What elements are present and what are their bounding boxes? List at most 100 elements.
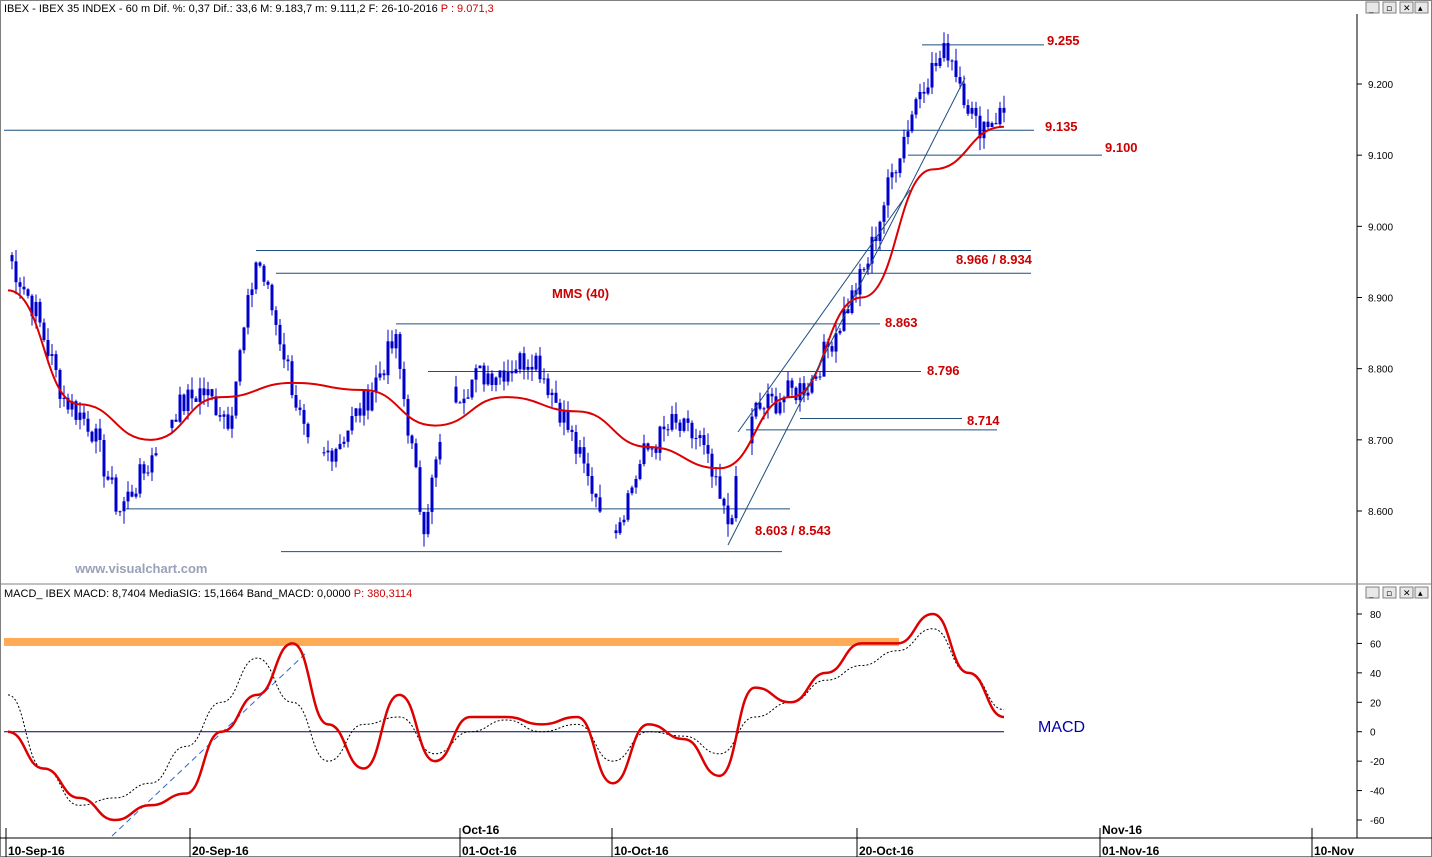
price-bar-body bbox=[282, 344, 286, 360]
price-bar-body bbox=[466, 397, 470, 399]
price-bar-body bbox=[922, 91, 926, 94]
price-bar-body bbox=[502, 370, 506, 382]
price-bar-body bbox=[926, 87, 930, 94]
price-bar-body bbox=[970, 107, 974, 114]
close-button-macd[interactable] bbox=[1399, 586, 1414, 599]
minimize-button-main[interactable] bbox=[1365, 1, 1380, 14]
price-bar-body bbox=[170, 419, 174, 428]
support-resistance-lines: 9.255 9.135 9.100 8.966 / 8.934 8.863 8.796 8.… bbox=[4, 33, 1138, 553]
uptrend-line bbox=[727, 77, 966, 546]
scroll-up-button-macd[interactable] bbox=[1414, 586, 1429, 599]
price-bar-body bbox=[230, 415, 234, 429]
price-bar-body bbox=[866, 263, 870, 270]
price-bar-body bbox=[298, 407, 302, 410]
price-bar-body bbox=[430, 477, 434, 512]
price-bar-body bbox=[294, 395, 298, 408]
macd-tick-label: 60 bbox=[1370, 639, 1382, 650]
price-bar-body bbox=[362, 389, 366, 416]
price-bar-body bbox=[178, 394, 182, 422]
price-bar-body bbox=[798, 383, 802, 401]
date-tick-label: 01-Nov-16 bbox=[1102, 844, 1160, 857]
restore-button-main[interactable] bbox=[1382, 1, 1397, 14]
price-bar-body bbox=[990, 123, 994, 127]
price-bar-body bbox=[258, 262, 262, 266]
price-bar-body bbox=[966, 105, 970, 114]
price-tick-label: 9.200 bbox=[1368, 80, 1393, 91]
price-bar-body bbox=[30, 295, 34, 317]
minimize-button-macd[interactable] bbox=[1365, 586, 1380, 599]
price-bar-body bbox=[234, 381, 238, 416]
price-bar-body bbox=[210, 389, 214, 397]
price-bar-body bbox=[378, 373, 382, 378]
price-bar-body bbox=[302, 409, 306, 424]
restore-button-macd[interactable] bbox=[1382, 586, 1397, 599]
price-bar-body bbox=[998, 107, 1002, 125]
price-bar-body bbox=[674, 414, 678, 423]
restore-icon: ▫ bbox=[1386, 4, 1392, 14]
minimize-icon: _ bbox=[1368, 589, 1374, 599]
price-bar-body bbox=[818, 376, 822, 378]
price-bar-body bbox=[638, 464, 642, 479]
minimize-icon: _ bbox=[1368, 4, 1374, 14]
price-tick-label: 8.800 bbox=[1368, 365, 1393, 376]
date-tick-label: 01-Oct-16 bbox=[462, 844, 517, 857]
price-bar-body bbox=[390, 341, 394, 349]
watermark: www.visualchart.com bbox=[74, 561, 207, 576]
price-bar-body bbox=[678, 422, 682, 431]
date-tick-label: 20-Sep-16 bbox=[192, 844, 249, 857]
main-header-text: IBEX - IBEX 35 INDEX - 60 m Dif. %: 0,37… bbox=[4, 3, 494, 15]
price-bar-body bbox=[326, 450, 330, 453]
price-bar-body bbox=[830, 346, 834, 352]
price-bar-body bbox=[42, 322, 46, 340]
price-bar-body bbox=[698, 435, 702, 439]
price-bar-body bbox=[978, 115, 982, 139]
price-bar-body bbox=[846, 309, 850, 313]
price-bar-body bbox=[754, 402, 758, 417]
close-button-main[interactable] bbox=[1399, 1, 1414, 14]
price-bar-body bbox=[418, 467, 422, 512]
level-label: 9.135 bbox=[1045, 119, 1078, 134]
price-bar-body bbox=[578, 447, 582, 454]
price-bar-body bbox=[154, 453, 158, 456]
price-bar-body bbox=[130, 491, 134, 497]
price-bar-body bbox=[478, 365, 482, 369]
price-bar-body bbox=[494, 377, 498, 386]
price-bar-body bbox=[242, 327, 246, 351]
price-bar-body bbox=[594, 493, 598, 498]
restore-icon: ▫ bbox=[1386, 589, 1392, 599]
price-bar-body bbox=[566, 410, 570, 430]
price-bar-body bbox=[546, 378, 550, 396]
price-bar-body bbox=[38, 301, 42, 323]
price-bar-body bbox=[514, 369, 518, 374]
price-bar-body bbox=[138, 464, 142, 494]
price-bar-body bbox=[286, 359, 290, 362]
price-bar-body bbox=[346, 430, 350, 442]
month-tick-label: Nov-16 bbox=[1102, 823, 1142, 837]
price-bar-body bbox=[74, 401, 78, 420]
price-bar-body bbox=[654, 448, 658, 453]
price-bar-body bbox=[474, 368, 478, 380]
price-bar-body bbox=[790, 380, 794, 388]
macd-tick-label: 20 bbox=[1370, 698, 1382, 709]
price-bar-body bbox=[838, 330, 842, 334]
macd-tick-label: 40 bbox=[1370, 669, 1382, 680]
price-bar-body bbox=[586, 463, 590, 477]
price-bar-body bbox=[54, 354, 58, 371]
price-axis-ticks: 9.200 9.100 9.000 8.900 8.800 8.700 8.600 bbox=[1357, 80, 1393, 518]
price-bar-body bbox=[886, 177, 890, 206]
price-bar-body bbox=[202, 388, 206, 396]
price-bar-body bbox=[134, 493, 138, 497]
price-bar-body bbox=[354, 408, 358, 417]
price-bar-body bbox=[486, 373, 490, 385]
price-bar-body bbox=[122, 501, 126, 512]
price-bar-body bbox=[574, 432, 578, 454]
price-tick-label: 8.600 bbox=[1368, 507, 1393, 518]
price-bar-body bbox=[758, 402, 762, 409]
price-bar-body bbox=[522, 353, 526, 370]
scroll-up-button-main[interactable] bbox=[1414, 1, 1429, 14]
arrow-up-icon: ▴ bbox=[1418, 4, 1423, 14]
level-label: 8.714 bbox=[967, 413, 1000, 428]
price-tick-label: 8.700 bbox=[1368, 436, 1393, 447]
price-bar-body bbox=[142, 464, 146, 474]
